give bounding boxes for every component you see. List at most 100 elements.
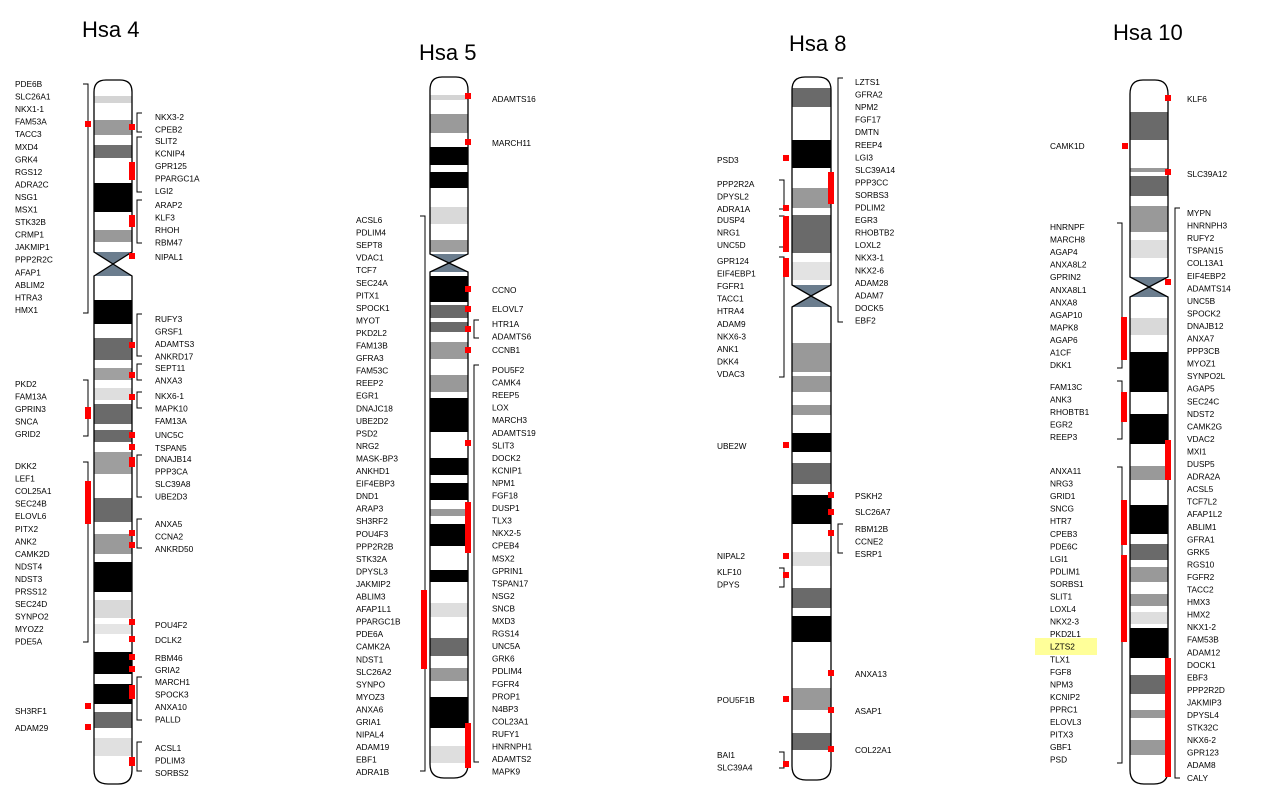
gene-label: TCF7L2 [1187,497,1217,507]
chromosome-band [94,96,132,103]
gene-label: FAM13C [1050,382,1082,392]
chromosome-hsa4 [93,79,133,785]
gene-label: TSPAN15 [1187,246,1224,256]
gene-bracket [136,112,142,133]
gene-label: RGS14 [492,629,520,639]
locus-marker [828,509,834,515]
locus-marker [129,636,135,642]
chromosome-band [430,524,468,546]
gene-label: MAPK9 [492,767,521,777]
gene-label: BAI1 [717,750,735,760]
gene-bracket [83,461,89,643]
gene-label: DKK1 [1050,360,1072,370]
gene-label: UNC5D [717,240,746,250]
gene-label: SLC39A12 [1187,169,1228,179]
gene-label: NDST2 [1187,409,1215,419]
locus-marker [1165,169,1171,175]
gene-label: COL23A1 [492,716,529,726]
gene-label: EIF4EBP2 [1187,271,1226,281]
gene-label: POU5F2 [492,365,525,375]
gene-label: NKX3-1 [855,253,884,263]
gene-label: GPR124 [717,256,749,266]
gene-label: AGAP6 [1050,335,1078,345]
gene-label: RBM47 [155,238,183,248]
chromosome-band [94,145,132,158]
gene-label: RUFY1 [492,729,520,739]
gene-label: GRSF1 [155,327,183,337]
gene-label: AGAP4 [1050,247,1078,257]
gene-label: DNAJB14 [155,454,192,464]
gene-label: EIF4EBP3 [356,479,395,489]
gene-label: AFAP1 [15,267,41,277]
locus-marker [828,530,834,536]
locus-marker [129,666,135,672]
gene-bracket [779,179,785,210]
chromosome-band [94,600,132,618]
gene-label: NPM3 [1050,679,1073,689]
gene-bracket [136,676,142,721]
locus-range-marker [1121,392,1127,422]
chromosome-band [430,322,468,332]
locus-range-marker [129,685,135,699]
gene-label: ADAMTS3 [155,339,195,349]
gene-label: NIPAL2 [717,551,745,561]
chromosome-band [94,624,132,634]
chromosome-band [792,88,831,107]
gene-label: TSPAN17 [492,578,529,588]
chromosome-band [1130,612,1168,624]
chromosome-band [94,368,132,380]
gene-label: REEP2 [356,378,384,388]
chromosome-band [1130,740,1168,755]
chromosome-band [792,343,831,372]
locus-marker [129,432,135,438]
gene-label: ADAM28 [855,278,889,288]
gene-label: PDE6C [1050,541,1078,551]
gene-label: LOXL4 [1050,604,1076,614]
gene-label: ADRA2A [1187,472,1221,482]
gene-label: ANK2 [15,536,37,546]
gene-label: DOCK5 [855,303,884,313]
gene-label: PPRC1 [1050,705,1078,715]
gene-label: PSKH2 [855,491,883,501]
locus-range-marker [828,172,834,204]
gene-label: ANK3 [1050,395,1072,405]
locus-marker [129,342,135,348]
gene-label: ANK1 [717,344,739,354]
gene-label: PPP2R2A [717,179,755,189]
locus-range-marker [783,216,789,252]
locus-marker [85,724,91,730]
chromosome-band [1130,567,1168,582]
locus-range-marker [1165,658,1171,777]
gene-label: ANXA11 [1050,466,1082,476]
locus-marker [465,286,471,292]
gene-label: MAPK8 [1050,322,1079,332]
gene-label: JAKMIP3 [1187,698,1222,708]
chromosome-title-hsa4: Hsa 4 [82,17,139,42]
gene-label: DUSP4 [717,215,745,225]
chromosome-band [94,120,132,135]
gene-label: NSG1 [15,192,38,202]
gene-label: UNC5B [1187,296,1216,306]
gene-label: PDE5A [15,637,43,647]
gene-label: LGI1 [1050,554,1068,564]
gene-label: CRMP1 [15,230,44,240]
gene-label: GRK6 [492,654,515,664]
chromosome-band [430,570,468,582]
chromosome-band [430,483,468,500]
chromosome-band [1130,466,1168,480]
gene-label: GRK5 [1187,547,1210,557]
gene-label: DMTN [855,127,879,137]
locus-marker [783,205,789,211]
gene-label: CAMK1D [1050,141,1085,151]
gene-bracket [136,136,142,193]
gene-label: FGF8 [1050,667,1072,677]
gene-label: DOCK2 [492,453,521,463]
chromosome-band [94,430,132,442]
locus-marker [129,253,135,259]
chromosome-band [792,376,831,392]
gene-label: HNRNPH1 [492,742,532,752]
gene-label: PDLIM1 [1050,566,1080,576]
gene-label: NKX3-2 [155,112,184,122]
gene-label: PDLIM4 [492,666,522,676]
gene-label: DNAJB12 [1187,321,1224,331]
